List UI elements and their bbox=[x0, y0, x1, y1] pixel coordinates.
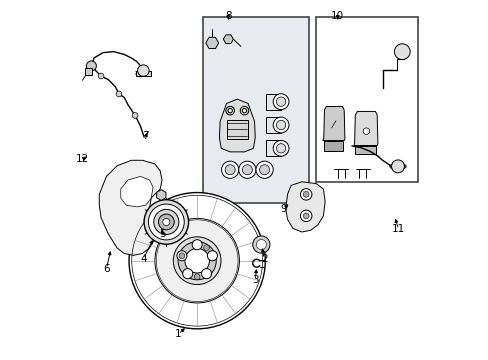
Circle shape bbox=[207, 251, 217, 261]
Circle shape bbox=[225, 106, 234, 115]
Circle shape bbox=[144, 200, 188, 244]
Bar bbox=[265, 117, 281, 133]
Text: 5: 5 bbox=[159, 229, 166, 239]
Circle shape bbox=[201, 269, 211, 279]
Circle shape bbox=[192, 240, 202, 250]
Polygon shape bbox=[354, 145, 376, 154]
Text: 7: 7 bbox=[142, 131, 149, 141]
Circle shape bbox=[132, 113, 138, 118]
Circle shape bbox=[86, 61, 96, 71]
Polygon shape bbox=[205, 37, 218, 49]
Circle shape bbox=[178, 242, 216, 280]
Text: 3: 3 bbox=[251, 275, 258, 285]
Circle shape bbox=[221, 161, 238, 178]
Circle shape bbox=[158, 214, 174, 230]
Circle shape bbox=[184, 248, 209, 273]
Circle shape bbox=[242, 108, 246, 113]
Circle shape bbox=[163, 219, 169, 226]
Circle shape bbox=[179, 253, 184, 258]
Circle shape bbox=[273, 117, 288, 133]
Circle shape bbox=[276, 144, 285, 153]
Polygon shape bbox=[223, 35, 233, 44]
Text: 4: 4 bbox=[140, 254, 146, 264]
Circle shape bbox=[259, 165, 269, 175]
Text: 12: 12 bbox=[76, 154, 89, 164]
Polygon shape bbox=[219, 99, 255, 152]
Circle shape bbox=[183, 269, 192, 279]
Polygon shape bbox=[99, 160, 162, 255]
Text: 11: 11 bbox=[391, 225, 405, 234]
Polygon shape bbox=[323, 140, 343, 151]
Text: 1: 1 bbox=[175, 329, 181, 339]
Bar bbox=[226, 120, 247, 139]
Circle shape bbox=[303, 213, 308, 219]
Bar bbox=[265, 140, 281, 156]
Bar bbox=[203, 17, 308, 203]
Bar bbox=[136, 71, 150, 76]
Circle shape bbox=[240, 106, 248, 115]
Bar bbox=[316, 17, 418, 182]
Circle shape bbox=[303, 192, 308, 197]
Text: 6: 6 bbox=[103, 264, 109, 274]
Circle shape bbox=[98, 73, 104, 79]
Circle shape bbox=[203, 245, 209, 251]
Circle shape bbox=[238, 161, 255, 178]
Text: 2: 2 bbox=[261, 254, 267, 264]
Circle shape bbox=[300, 189, 311, 200]
Circle shape bbox=[242, 165, 252, 175]
Circle shape bbox=[153, 210, 179, 234]
Circle shape bbox=[148, 204, 184, 240]
Bar bbox=[85, 68, 92, 75]
Text: 8: 8 bbox=[224, 11, 231, 21]
Circle shape bbox=[394, 44, 409, 59]
Circle shape bbox=[129, 193, 265, 329]
Circle shape bbox=[252, 236, 269, 253]
Circle shape bbox=[255, 161, 273, 178]
Circle shape bbox=[273, 94, 288, 109]
Circle shape bbox=[256, 239, 266, 249]
Polygon shape bbox=[353, 112, 377, 145]
Circle shape bbox=[363, 128, 369, 134]
Circle shape bbox=[227, 108, 232, 113]
Circle shape bbox=[276, 97, 285, 106]
Circle shape bbox=[391, 160, 404, 173]
Circle shape bbox=[194, 274, 200, 280]
Text: 9: 9 bbox=[280, 204, 286, 214]
Polygon shape bbox=[121, 176, 153, 207]
Polygon shape bbox=[156, 190, 165, 201]
Circle shape bbox=[224, 165, 235, 175]
Circle shape bbox=[116, 91, 122, 97]
Circle shape bbox=[276, 120, 285, 130]
Circle shape bbox=[300, 210, 311, 222]
Polygon shape bbox=[285, 182, 325, 232]
Text: 10: 10 bbox=[330, 11, 344, 21]
Circle shape bbox=[155, 219, 239, 303]
Circle shape bbox=[137, 65, 149, 76]
Circle shape bbox=[177, 251, 186, 261]
Polygon shape bbox=[322, 107, 344, 140]
Circle shape bbox=[273, 140, 288, 156]
Circle shape bbox=[173, 237, 221, 284]
Bar bbox=[265, 94, 281, 109]
